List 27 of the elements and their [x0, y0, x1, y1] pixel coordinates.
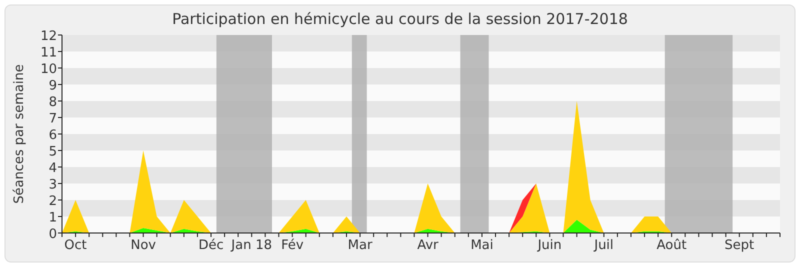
- x-tick-label: Oct: [64, 238, 87, 253]
- y-tick-label: 8: [48, 95, 57, 110]
- y-tick-label: 3: [48, 178, 57, 192]
- y-tick-label: 1: [48, 210, 57, 226]
- y-tick-label: 9: [48, 78, 57, 94]
- x-tick-label: Mai: [470, 238, 494, 253]
- y-tick-label: 5: [48, 144, 57, 160]
- y-tick-label: 6: [48, 128, 57, 143]
- y-tick-label: 4: [48, 161, 57, 176]
- y-tick-label: 7: [48, 112, 57, 126]
- chart-title: Participation en hémicycle au cours de la session 2017-2018: [172, 10, 628, 28]
- x-tick-label: Juin: [536, 238, 562, 253]
- x-tick-label: Nov: [130, 238, 156, 253]
- x-tick-label: Jan 18: [230, 238, 272, 253]
- x-tick-label: Avr: [417, 238, 440, 253]
- y-tick-label: 10: [40, 62, 57, 77]
- y-tick-label: 0: [48, 227, 57, 242]
- x-tick-label: Sept: [724, 238, 754, 253]
- x-tick-label: Juil: [593, 238, 614, 253]
- y-tick-label: 2: [48, 194, 57, 209]
- y-tick-label: 11: [40, 46, 57, 60]
- x-tick-label: Août: [656, 238, 687, 253]
- y-tick-label: 12: [40, 29, 57, 44]
- x-tick-label: Fév: [281, 238, 304, 253]
- x-tick-label: Déc: [198, 238, 224, 253]
- y-axis-title: Séances par semaine: [12, 64, 27, 204]
- x-tick-label: Mar: [348, 238, 373, 253]
